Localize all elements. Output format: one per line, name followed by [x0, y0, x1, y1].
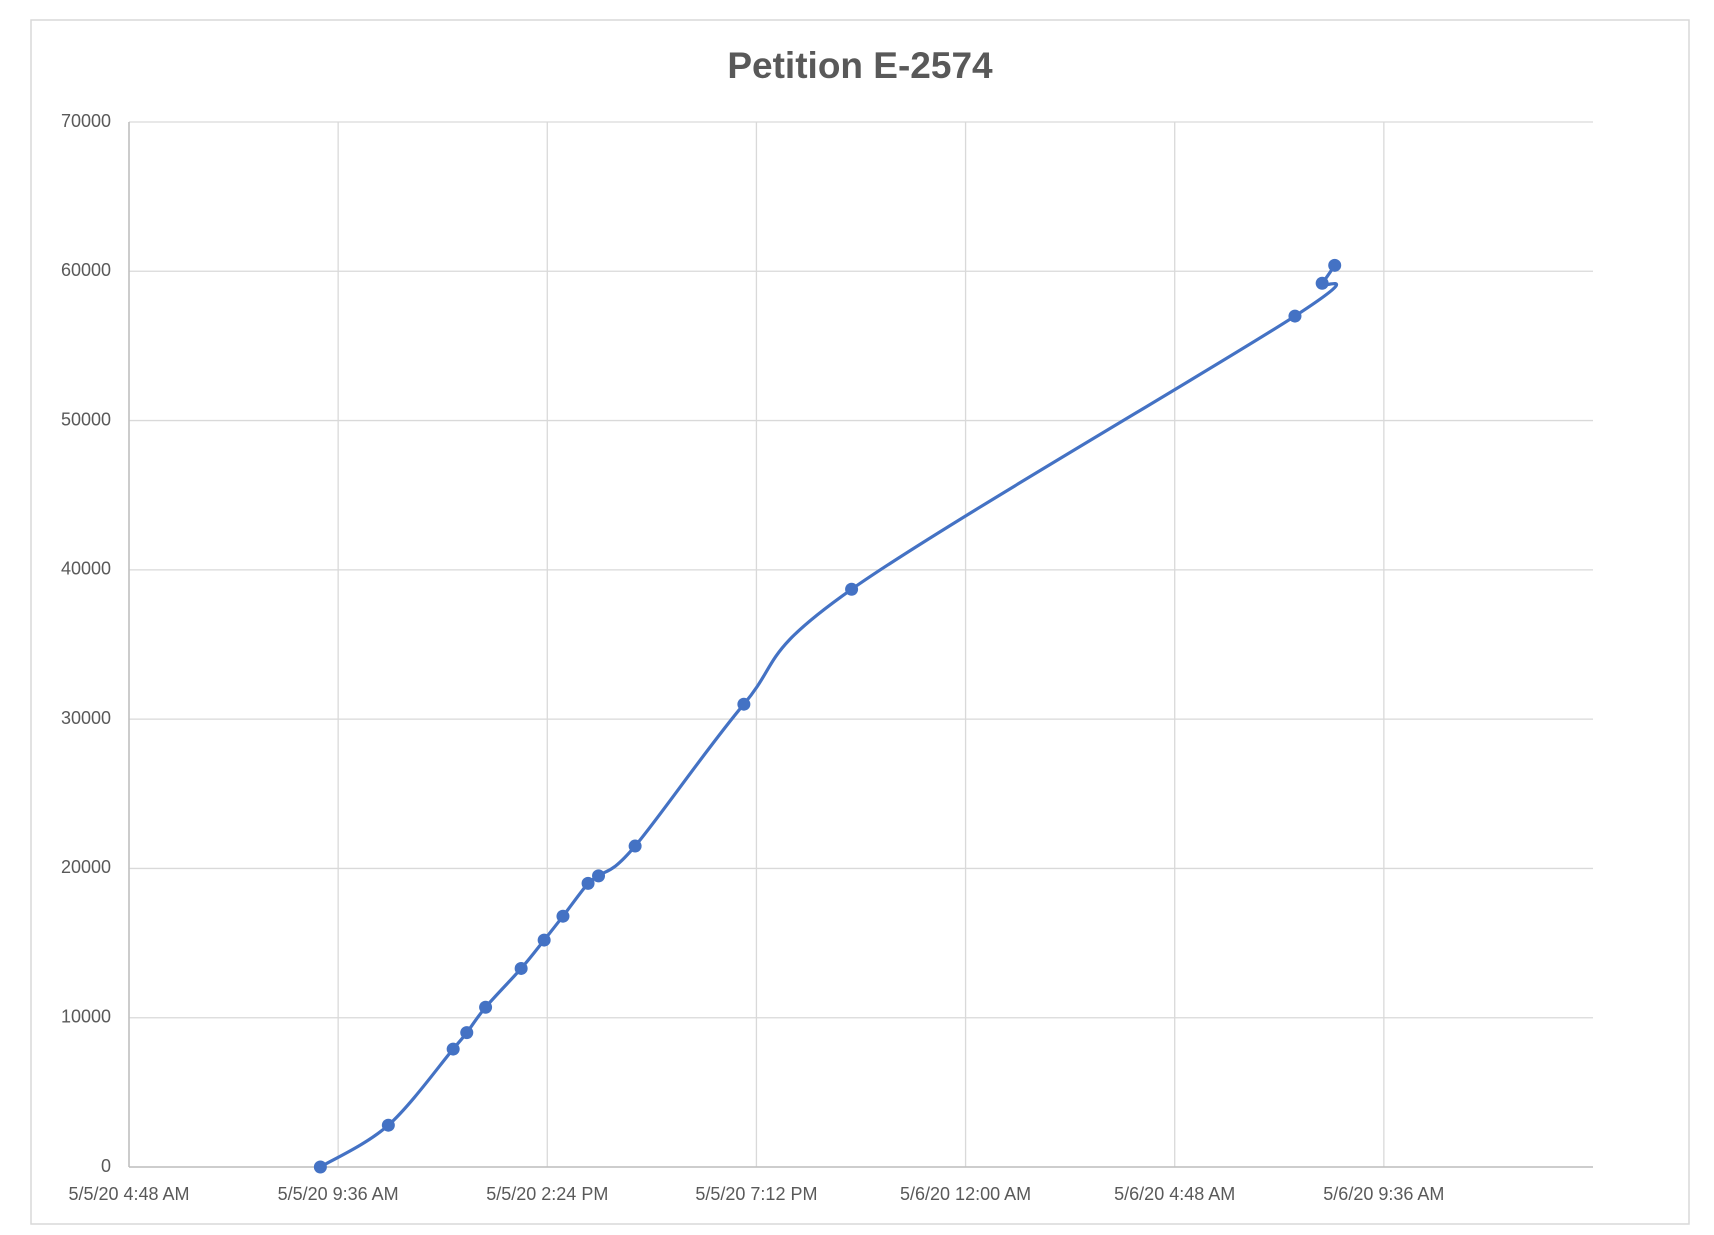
data-point	[592, 869, 606, 883]
data-point	[537, 933, 551, 947]
data-point	[1328, 258, 1342, 272]
data-point	[514, 961, 528, 975]
data-point	[556, 909, 570, 923]
y-tick-label: 20000	[61, 857, 111, 877]
data-point	[1315, 276, 1329, 290]
x-tick-label: 5/5/20 2:24 PM	[486, 1184, 608, 1204]
y-tick-label: 70000	[61, 111, 111, 131]
y-tick-label: 60000	[61, 260, 111, 280]
y-tick-label: 40000	[61, 559, 111, 579]
x-tick-label: 5/5/20 4:48 AM	[68, 1184, 189, 1204]
y-tick-label: 10000	[61, 1006, 111, 1026]
x-tick-label: 5/5/20 9:36 AM	[278, 1184, 399, 1204]
data-point	[737, 697, 751, 711]
x-tick-label: 5/6/20 12:00 AM	[900, 1184, 1031, 1204]
chart-frame	[30, 19, 1690, 1225]
data-point	[845, 582, 859, 596]
y-tick-label: 50000	[61, 409, 111, 429]
data-point	[381, 1118, 395, 1132]
y-tick-label: 30000	[61, 708, 111, 728]
y-tick-label: 0	[101, 1156, 111, 1176]
x-tick-label: 5/6/20 4:48 AM	[1114, 1184, 1235, 1204]
x-tick-label: 5/5/20 7:12 PM	[695, 1184, 817, 1204]
data-point	[460, 1026, 474, 1040]
data-point	[479, 1000, 493, 1014]
x-tick-label: 5/6/20 9:36 AM	[1323, 1184, 1444, 1204]
data-point	[628, 839, 642, 853]
chart-title: Petition E-2574	[727, 45, 993, 86]
data-point	[581, 876, 595, 890]
data-point	[313, 1160, 327, 1174]
data-point	[1288, 309, 1302, 323]
data-point	[446, 1042, 460, 1056]
